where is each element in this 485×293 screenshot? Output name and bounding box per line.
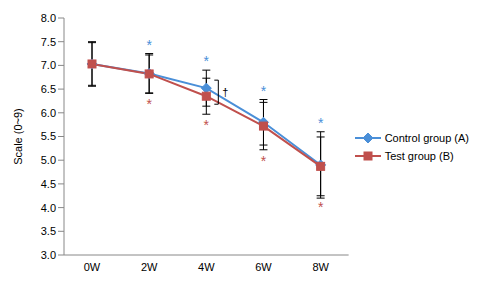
svg-text:*: * xyxy=(146,37,152,53)
svg-text:8W: 8W xyxy=(312,261,329,273)
svg-text:†: † xyxy=(222,86,228,98)
svg-text:6W: 6W xyxy=(255,261,272,273)
svg-text:4.5: 4.5 xyxy=(41,178,56,190)
svg-text:*: * xyxy=(261,83,267,99)
svg-text:5.0: 5.0 xyxy=(41,154,56,166)
svg-text:*: * xyxy=(318,199,324,215)
svg-text:8.0: 8.0 xyxy=(41,12,56,24)
html-text:Test group (B): Test group (B) xyxy=(384,149,454,162)
svg-text:7.0: 7.0 xyxy=(41,59,56,71)
svg-text:4W: 4W xyxy=(198,261,215,273)
svg-text:3.5: 3.5 xyxy=(41,225,56,237)
svg-text:4.0: 4.0 xyxy=(41,202,56,214)
svg-text:3.0: 3.0 xyxy=(41,249,56,261)
svg-text:7.5: 7.5 xyxy=(41,36,56,48)
svg-text:Scale (0~9): Scale (0~9) xyxy=(12,108,24,165)
svg-text:*: * xyxy=(204,117,210,133)
svg-text:2W: 2W xyxy=(141,261,158,273)
svg-text:*: * xyxy=(318,115,324,131)
svg-text:6.5: 6.5 xyxy=(41,83,56,95)
svg-text:*: * xyxy=(146,96,152,112)
html-text:Control group (A): Control group (A) xyxy=(384,131,469,144)
svg-text:6.0: 6.0 xyxy=(41,107,56,119)
svg-text:*: * xyxy=(204,53,210,69)
svg-text:0W: 0W xyxy=(84,261,101,273)
svg-text:5.5: 5.5 xyxy=(41,130,56,142)
svg-text:*: * xyxy=(261,153,267,169)
